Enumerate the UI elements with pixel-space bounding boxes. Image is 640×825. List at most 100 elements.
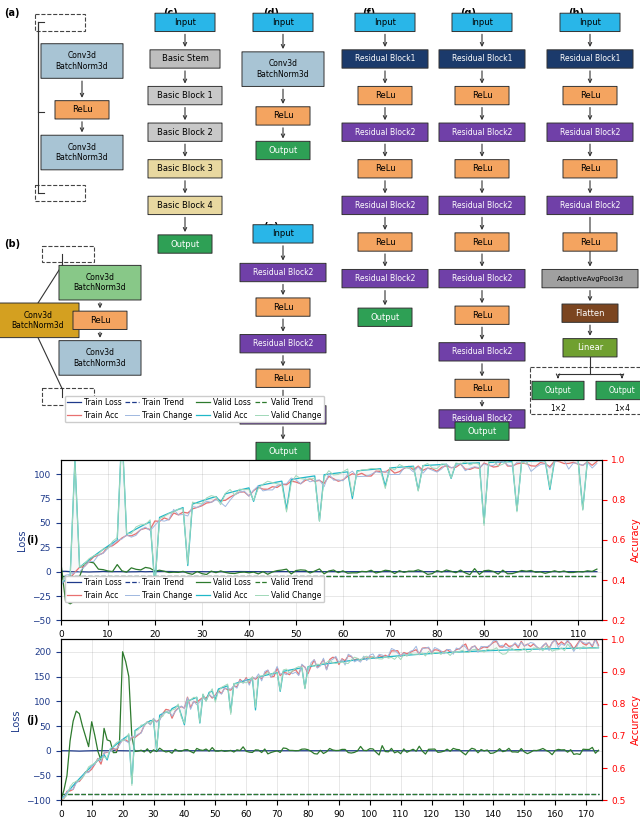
Valid Acc xyxy=(246,675,253,685)
Train Loss xyxy=(57,746,65,756)
Text: Residual Block2: Residual Block2 xyxy=(355,274,415,283)
Bar xyxy=(530,367,640,414)
Train Acc xyxy=(456,644,463,653)
Text: ReLu: ReLu xyxy=(273,374,293,383)
Valid Loss xyxy=(515,747,522,757)
Text: Output: Output xyxy=(545,386,572,395)
Train Change xyxy=(57,794,65,804)
Train Change xyxy=(409,645,417,655)
FancyBboxPatch shape xyxy=(455,306,509,324)
Train Acc xyxy=(591,634,599,644)
Valid Loss xyxy=(57,795,65,805)
FancyBboxPatch shape xyxy=(342,50,428,68)
FancyBboxPatch shape xyxy=(439,342,525,361)
FancyBboxPatch shape xyxy=(563,87,617,105)
FancyBboxPatch shape xyxy=(41,44,123,78)
FancyBboxPatch shape xyxy=(240,335,326,353)
Text: (d): (d) xyxy=(263,8,279,18)
Line: Train Change: Train Change xyxy=(61,460,597,587)
FancyBboxPatch shape xyxy=(532,381,584,399)
Train Trend xyxy=(259,571,267,581)
FancyBboxPatch shape xyxy=(355,13,415,31)
Text: ReLu: ReLu xyxy=(472,91,492,100)
Valid Loss xyxy=(119,647,127,657)
Line: Train Acc: Train Acc xyxy=(61,639,598,800)
Text: Residual Block2: Residual Block2 xyxy=(355,128,415,137)
Valid Change xyxy=(595,642,602,652)
Train Acc xyxy=(100,748,108,758)
Y-axis label: Accurancy: Accurancy xyxy=(631,695,640,745)
Train Acc xyxy=(211,691,219,700)
Valid Change xyxy=(593,455,601,464)
FancyBboxPatch shape xyxy=(41,135,123,170)
Text: Basic Block 4: Basic Block 4 xyxy=(157,201,213,210)
Text: ReLu: ReLu xyxy=(273,111,293,120)
Valid Trend xyxy=(211,789,219,799)
Valid Loss xyxy=(386,566,394,576)
Valid Change xyxy=(211,697,219,707)
Text: (g): (g) xyxy=(460,8,476,18)
Line: Valid Loss: Valid Loss xyxy=(61,562,597,604)
Train Acc xyxy=(231,489,239,499)
Text: Output: Output xyxy=(268,447,298,456)
Text: Conv3d
BatchNorm3d: Conv3d BatchNorm3d xyxy=(12,310,64,330)
Valid Loss xyxy=(532,568,540,577)
FancyBboxPatch shape xyxy=(256,369,310,388)
Train Acc xyxy=(499,455,507,464)
Train Acc xyxy=(259,484,267,494)
FancyBboxPatch shape xyxy=(158,235,212,253)
Valid Acc xyxy=(595,643,602,653)
Valid Loss xyxy=(67,599,74,609)
Valid Acc xyxy=(391,463,399,473)
Valid Change xyxy=(564,639,572,649)
Train Change xyxy=(527,466,535,476)
Train Loss xyxy=(517,746,525,756)
Text: ReLu: ReLu xyxy=(374,238,396,247)
Train Acc xyxy=(57,795,65,805)
Valid Acc xyxy=(132,524,140,534)
Valid Acc xyxy=(269,478,276,488)
Valid Change xyxy=(536,454,544,464)
FancyBboxPatch shape xyxy=(256,141,310,160)
Text: Output: Output xyxy=(268,146,298,155)
Valid Acc xyxy=(456,647,463,657)
Valid Trend xyxy=(409,789,417,799)
Text: Residual Block2: Residual Block2 xyxy=(452,414,512,423)
Train Loss xyxy=(57,567,65,577)
FancyBboxPatch shape xyxy=(358,160,412,178)
Text: (a): (a) xyxy=(4,8,19,18)
Text: Conv3d
BatchNorm3d: Conv3d BatchNorm3d xyxy=(257,59,309,79)
Valid Acc xyxy=(57,795,65,805)
Train Loss xyxy=(143,746,151,756)
Train Change xyxy=(381,466,389,476)
Train Loss xyxy=(85,567,93,577)
Train Acc xyxy=(381,467,389,477)
Valid Trend xyxy=(231,571,239,581)
Valid Trend xyxy=(127,571,135,581)
Valid Acc xyxy=(241,484,248,494)
Valid Trend xyxy=(511,789,519,799)
Valid Change xyxy=(100,752,108,761)
Train Trend xyxy=(246,789,253,799)
FancyBboxPatch shape xyxy=(342,270,428,288)
Valid Change xyxy=(269,478,276,488)
Text: Residual Block2: Residual Block2 xyxy=(560,128,620,137)
Bar xyxy=(35,185,85,201)
FancyBboxPatch shape xyxy=(148,123,222,141)
Text: ReLu: ReLu xyxy=(72,106,92,115)
Valid Trend xyxy=(593,571,601,581)
FancyBboxPatch shape xyxy=(256,442,310,460)
Valid Acc xyxy=(511,645,519,655)
Train Acc xyxy=(593,456,601,466)
Text: Conv3d
BatchNorm3d: Conv3d BatchNorm3d xyxy=(56,51,108,71)
Train Trend xyxy=(127,571,135,581)
FancyBboxPatch shape xyxy=(439,410,525,428)
Line: Valid Change: Valid Change xyxy=(61,644,598,799)
Valid Loss xyxy=(236,568,243,577)
Bar xyxy=(35,14,85,31)
Valid Trend xyxy=(259,571,267,581)
FancyBboxPatch shape xyxy=(59,266,141,300)
Text: (e): (e) xyxy=(263,222,278,232)
Text: (i): (i) xyxy=(26,535,38,545)
Valid Change xyxy=(246,676,253,686)
